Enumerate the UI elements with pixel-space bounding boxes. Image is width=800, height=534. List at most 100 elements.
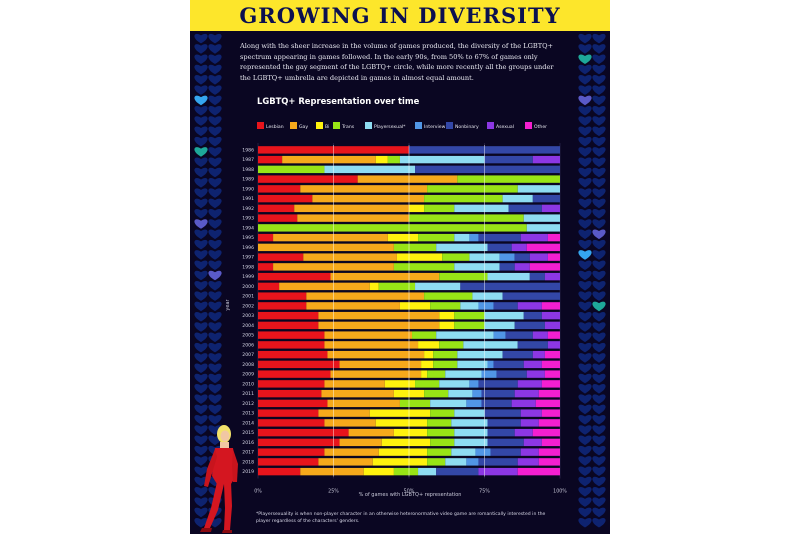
bar-segment bbox=[258, 165, 325, 174]
bar-segment bbox=[324, 331, 413, 339]
heart-icon bbox=[592, 322, 606, 332]
heart-icon bbox=[194, 208, 208, 219]
bar-segment bbox=[541, 360, 560, 369]
heart-icon bbox=[194, 54, 208, 64]
heart-icon bbox=[592, 311, 606, 322]
heart-icon bbox=[578, 167, 592, 178]
bar-segment bbox=[427, 458, 446, 466]
y-tick-label: 2009 bbox=[242, 372, 254, 378]
heart-icon bbox=[578, 229, 592, 240]
y-tick-label: 2002 bbox=[242, 303, 254, 309]
heart-icon bbox=[578, 322, 592, 332]
bar-segment bbox=[463, 341, 518, 349]
heart-icon bbox=[194, 507, 208, 518]
bar-segment bbox=[306, 292, 425, 300]
bar-segment bbox=[487, 428, 515, 437]
heart-icon bbox=[208, 332, 222, 343]
heart-icon bbox=[592, 445, 606, 456]
heart-icon bbox=[592, 260, 606, 270]
bar-segment bbox=[399, 155, 485, 164]
heart-icon bbox=[194, 476, 208, 487]
bar-segment bbox=[514, 321, 545, 330]
bar-segment bbox=[318, 311, 440, 320]
bar-segment bbox=[421, 360, 434, 369]
y-tick-label: 2010 bbox=[242, 381, 254, 387]
bar-segment bbox=[487, 360, 494, 369]
legend-label: Playersexual* bbox=[374, 124, 406, 130]
bar-segment bbox=[258, 448, 325, 456]
heart-icon bbox=[578, 239, 592, 250]
bar-segment bbox=[541, 409, 560, 417]
heart-icon bbox=[592, 95, 606, 106]
bar-segment bbox=[421, 370, 428, 378]
character-illustration bbox=[200, 425, 238, 533]
bar-segment bbox=[439, 311, 455, 320]
bar-segment bbox=[544, 272, 560, 281]
heart-icon bbox=[208, 373, 222, 384]
bar-segment bbox=[526, 243, 560, 252]
bar-segment bbox=[430, 399, 467, 408]
heart-icon bbox=[592, 517, 606, 528]
heart-icon bbox=[208, 270, 222, 281]
heart-icon bbox=[208, 167, 222, 178]
bar-segment bbox=[418, 341, 440, 349]
bar-segment bbox=[399, 399, 431, 408]
bar-segment bbox=[415, 165, 560, 174]
chart-gridlines-overlay bbox=[333, 145, 485, 477]
legend-label: Other bbox=[534, 124, 547, 130]
heart-icon bbox=[592, 219, 606, 229]
heart-icon bbox=[208, 363, 222, 373]
heart-icon bbox=[578, 260, 592, 270]
legend-swatch bbox=[316, 122, 323, 129]
heart-column-right bbox=[578, 33, 606, 528]
bar-segment bbox=[484, 321, 515, 330]
heart-icon bbox=[578, 219, 592, 229]
heart-icon bbox=[208, 414, 222, 425]
heart-icon bbox=[194, 85, 208, 95]
bar-segment bbox=[297, 214, 409, 222]
heart-icon bbox=[208, 260, 222, 270]
bar-segment bbox=[454, 428, 488, 437]
legend-swatch bbox=[257, 122, 264, 129]
heart-icon bbox=[208, 311, 222, 322]
bar-segment bbox=[303, 253, 397, 261]
heart-icon bbox=[208, 64, 222, 75]
bar-segment bbox=[541, 438, 560, 447]
bar-segment bbox=[409, 204, 425, 213]
bar-segment bbox=[430, 438, 455, 447]
heart-icon bbox=[578, 517, 592, 528]
heart-icon bbox=[208, 178, 222, 188]
bar-segment bbox=[469, 233, 479, 242]
heart-icon bbox=[578, 250, 592, 260]
x-tick-label: 50% bbox=[404, 489, 415, 495]
heart-icon bbox=[208, 136, 222, 147]
bar-segment bbox=[472, 389, 482, 398]
bar-segment bbox=[445, 458, 467, 466]
bar-segment bbox=[526, 370, 545, 378]
heart-icon bbox=[194, 517, 208, 528]
y-tick-label: 1986 bbox=[242, 147, 254, 153]
bar-segment bbox=[520, 409, 542, 417]
bar-segment bbox=[517, 341, 548, 349]
heart-icon bbox=[578, 414, 592, 425]
legend-swatch bbox=[365, 122, 372, 129]
bar-segment bbox=[517, 380, 542, 388]
heart-icon bbox=[194, 414, 208, 425]
bar-segment bbox=[505, 331, 533, 339]
bar-segment bbox=[258, 350, 328, 359]
bar-segment bbox=[258, 380, 325, 388]
y-tick-label: 2019 bbox=[242, 469, 254, 475]
heart-icon bbox=[194, 219, 208, 229]
heart-icon bbox=[578, 116, 592, 126]
bar-segment bbox=[324, 419, 376, 427]
bar-segment bbox=[436, 243, 488, 252]
bar-segment bbox=[258, 389, 322, 398]
bar-segment bbox=[375, 419, 428, 427]
heart-icon bbox=[194, 136, 208, 147]
bar-segment bbox=[418, 467, 437, 476]
heart-icon bbox=[208, 384, 222, 394]
bar-segment bbox=[378, 282, 416, 291]
bar-segment bbox=[273, 233, 388, 242]
bar-segment bbox=[279, 282, 370, 291]
bar-segment bbox=[424, 194, 503, 203]
